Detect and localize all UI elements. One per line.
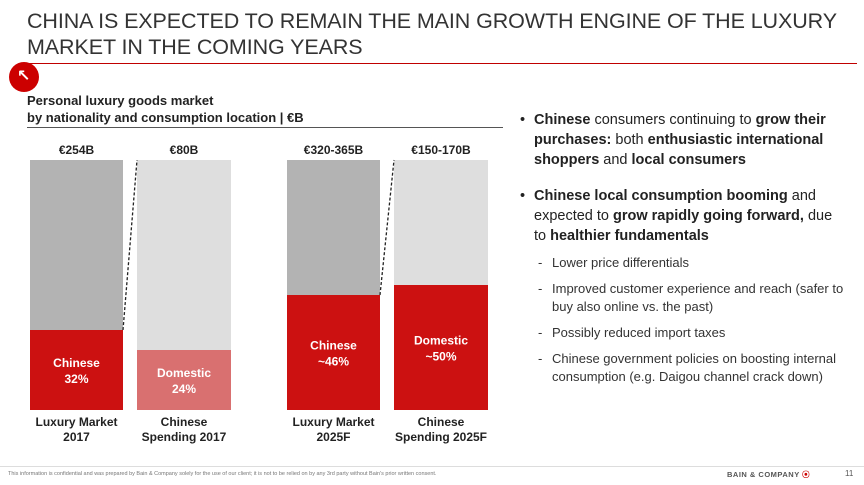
bar-remainder (30, 160, 123, 330)
bar-total-label: €150-170B (411, 143, 471, 157)
bullet-local-consumption: Chinese local consumption booming and ex… (518, 186, 848, 246)
page-number: 11 (845, 469, 854, 478)
key-findings: Chinese consumers continuing to grow the… (518, 110, 848, 394)
bar-segment (137, 350, 231, 410)
category-label: 2025F (316, 430, 350, 444)
connector-line (122, 159, 138, 331)
bar-remainder (137, 160, 231, 350)
bar-total-label: €320-365B (304, 143, 364, 157)
segment-label: Domestic (157, 366, 211, 380)
category-label: Luxury Market (35, 415, 117, 429)
sub-bullet: Possibly reduced import taxes (518, 324, 848, 342)
bullet-chinese-consumers: Chinese consumers continuing to grow the… (518, 110, 848, 170)
sub-bullet: Chinese government policies on boosting … (518, 350, 848, 386)
connector-line (379, 159, 395, 296)
chart-title-divider (27, 127, 503, 128)
segment-value-label: 32% (64, 372, 88, 386)
bar-segment (394, 285, 488, 410)
title-divider (27, 63, 857, 64)
category-label: Spending 2025F (395, 430, 487, 444)
segment-label: Chinese (310, 339, 357, 353)
segment-value-label: ~50% (425, 350, 456, 364)
segment-label: Chinese (53, 356, 100, 370)
bar-segment (30, 330, 123, 410)
bar-total-label: €80B (170, 143, 199, 157)
bain-logo-icon: ↖ (9, 62, 39, 92)
sub-bullet: Improved customer experience and reach (… (518, 280, 848, 316)
chart-title-line2: by nationality and consumption location … (27, 110, 304, 125)
sub-bullet: Lower price differentials (518, 254, 848, 272)
bar-remainder (287, 160, 380, 295)
category-label: Chinese (418, 415, 465, 429)
segment-value-label: ~46% (318, 355, 349, 369)
category-label: Luxury Market (292, 415, 374, 429)
category-label: 2017 (63, 430, 90, 444)
bar-total-label: €254B (59, 143, 95, 157)
chart-title-line1: Personal luxury goods market (27, 93, 214, 108)
sub-bullet-list: Lower price differentials Improved custo… (518, 254, 848, 386)
bar-remainder (394, 160, 488, 285)
chart-title: Personal luxury goods market by national… (27, 92, 304, 126)
confidentiality-disclaimer: This information is confidential and was… (8, 471, 437, 477)
slide-title: CHINA IS EXPECTED TO REMAIN THE MAIN GRO… (27, 9, 837, 59)
footer-divider (0, 466, 864, 467)
bar-segment (287, 295, 380, 410)
brand-mark-icon: ⦿ (802, 470, 811, 479)
category-label: Chinese (161, 415, 208, 429)
segment-value-label: 24% (172, 382, 196, 396)
logo-glyph: ↖ (17, 68, 31, 85)
brand-name: BAIN & COMPANY ⦿ (727, 470, 811, 479)
category-label: Spending 2017 (142, 430, 227, 444)
segment-label: Domestic (414, 334, 468, 348)
